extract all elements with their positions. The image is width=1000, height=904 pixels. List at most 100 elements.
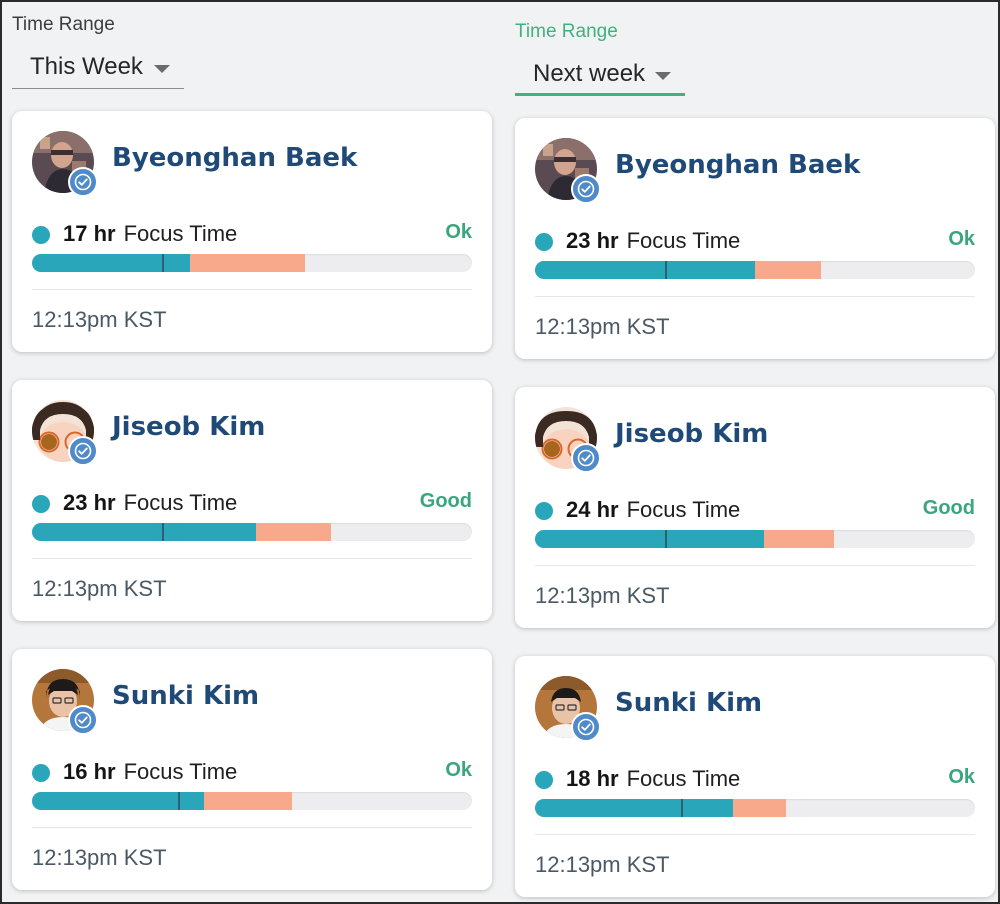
avatar[interactable] bbox=[32, 131, 98, 197]
focus-label: Focus Time bbox=[123, 759, 238, 784]
member-card[interactable]: Sunki Kim 18 hr Focus Time Ok 12:13pm KST bbox=[515, 656, 995, 897]
focus-segment bbox=[32, 792, 204, 810]
time-range-value: This Week bbox=[30, 53, 143, 80]
illustrated-avatar-icon bbox=[535, 407, 597, 469]
member-name[interactable]: Byeonghan Baek bbox=[112, 143, 358, 173]
member-name[interactable]: Sunki Kim bbox=[615, 688, 763, 718]
member-card[interactable]: Byeonghan Baek 23 hr Focus Time Ok 12:13p… bbox=[515, 118, 995, 359]
photo-avatar-icon bbox=[32, 669, 94, 731]
check-circle-icon bbox=[68, 705, 98, 735]
progress-marker bbox=[665, 261, 667, 279]
caret-down-icon bbox=[154, 65, 170, 73]
local-time: 12:13pm KST bbox=[32, 307, 167, 332]
divider bbox=[32, 827, 472, 828]
status-badge: Ok bbox=[948, 766, 975, 788]
check-circle-icon bbox=[68, 436, 98, 466]
focus-summary: 18 hr Focus Time Ok bbox=[535, 766, 975, 794]
meeting-segment bbox=[763, 530, 835, 548]
focus-segment bbox=[32, 254, 191, 272]
focus-legend-dot bbox=[32, 764, 50, 782]
right-panel: Time Range Next week Bye bbox=[515, 0, 995, 897]
time-range-value: Next week bbox=[533, 60, 646, 87]
member-name[interactable]: Jiseob Kim bbox=[112, 412, 266, 442]
focus-hours: 16 hr bbox=[63, 759, 116, 784]
status-badge: Ok bbox=[948, 228, 975, 250]
focus-progress-bar bbox=[535, 261, 975, 279]
meeting-segment bbox=[203, 792, 292, 810]
member-name[interactable]: Jiseob Kim bbox=[615, 419, 769, 449]
check-circle-icon bbox=[68, 167, 98, 197]
avatar[interactable] bbox=[535, 676, 601, 742]
progress-marker bbox=[681, 799, 683, 817]
status-badge: Good bbox=[419, 490, 472, 512]
divider bbox=[32, 289, 472, 290]
member-card[interactable]: Jiseob Kim 24 hr Focus Time Good 12:13pm … bbox=[515, 387, 995, 628]
status-badge: Good bbox=[922, 497, 975, 519]
local-time: 12:13pm KST bbox=[535, 314, 670, 339]
focus-legend-dot bbox=[535, 771, 553, 789]
focus-legend-dot bbox=[535, 233, 553, 251]
focus-label: Focus Time bbox=[626, 228, 741, 253]
focus-summary: 23 hr Focus Time Ok bbox=[535, 228, 975, 256]
check-circle-icon bbox=[571, 712, 601, 742]
divider bbox=[535, 834, 975, 835]
status-badge: Ok bbox=[445, 221, 472, 243]
avatar[interactable] bbox=[32, 400, 98, 466]
meeting-segment bbox=[190, 254, 305, 272]
member-card[interactable]: Jiseob Kim 23 hr Focus Time Good 12:13pm … bbox=[12, 380, 492, 621]
time-range-label: Time Range bbox=[12, 14, 115, 35]
time-range-select[interactable]: This Week bbox=[12, 53, 184, 89]
divider bbox=[535, 296, 975, 297]
divider bbox=[32, 558, 472, 559]
focus-progress-bar bbox=[32, 254, 472, 272]
focus-label: Focus Time bbox=[626, 497, 741, 522]
member-name[interactable]: Byeonghan Baek bbox=[615, 150, 861, 180]
time-range-select[interactable]: Next week bbox=[515, 60, 685, 96]
left-panel: Time Range This Week Bye bbox=[12, 0, 492, 890]
focus-legend-dot bbox=[32, 226, 50, 244]
progress-marker bbox=[665, 530, 667, 548]
focus-hours: 17 hr bbox=[63, 221, 116, 246]
focus-summary: 16 hr Focus Time Ok bbox=[32, 759, 472, 787]
focus-hours: 23 hr bbox=[566, 228, 619, 253]
local-time: 12:13pm KST bbox=[535, 852, 670, 877]
meeting-segment bbox=[755, 261, 821, 279]
focus-hours: 18 hr bbox=[566, 766, 619, 791]
member-name[interactable]: Sunki Kim bbox=[112, 681, 260, 711]
focus-segment bbox=[32, 523, 257, 541]
focus-summary: 23 hr Focus Time Good bbox=[32, 490, 472, 518]
focus-label: Focus Time bbox=[123, 221, 238, 246]
progress-marker bbox=[162, 523, 164, 541]
focus-segment bbox=[535, 530, 764, 548]
focus-progress-bar bbox=[32, 523, 472, 541]
focus-segment bbox=[535, 799, 733, 817]
time-range-filter: Time Range Next week bbox=[515, 0, 995, 100]
progress-marker bbox=[162, 254, 164, 272]
member-card[interactable]: Byeonghan Baek 17 hr Focus Time Ok 12:13p… bbox=[12, 111, 492, 352]
avatar[interactable] bbox=[32, 669, 98, 735]
check-circle-icon bbox=[571, 174, 601, 204]
meeting-segment bbox=[733, 799, 786, 817]
focus-progress-bar bbox=[535, 799, 975, 817]
focus-progress-bar bbox=[32, 792, 472, 810]
avatar[interactable] bbox=[535, 138, 601, 204]
divider bbox=[535, 565, 975, 566]
focus-summary: 17 hr Focus Time Ok bbox=[32, 221, 472, 249]
focus-segment bbox=[535, 261, 755, 279]
focus-hours: 24 hr bbox=[566, 497, 619, 522]
avatar[interactable] bbox=[535, 407, 601, 473]
meeting-segment bbox=[256, 523, 332, 541]
member-card[interactable]: Sunki Kim 16 hr Focus Time Ok 12:13pm KST bbox=[12, 649, 492, 890]
focus-legend-dot bbox=[32, 495, 50, 513]
focus-summary: 24 hr Focus Time Good bbox=[535, 497, 975, 525]
focus-hours: 23 hr bbox=[63, 490, 116, 515]
local-time: 12:13pm KST bbox=[32, 576, 167, 601]
time-range-filter: Time Range This Week bbox=[12, 0, 492, 100]
focus-label: Focus Time bbox=[123, 490, 238, 515]
local-time: 12:13pm KST bbox=[32, 845, 167, 870]
time-range-label: Time Range bbox=[515, 21, 618, 42]
focus-legend-dot bbox=[535, 502, 553, 520]
local-time: 12:13pm KST bbox=[535, 583, 670, 608]
progress-marker bbox=[178, 792, 180, 810]
focus-progress-bar bbox=[535, 530, 975, 548]
